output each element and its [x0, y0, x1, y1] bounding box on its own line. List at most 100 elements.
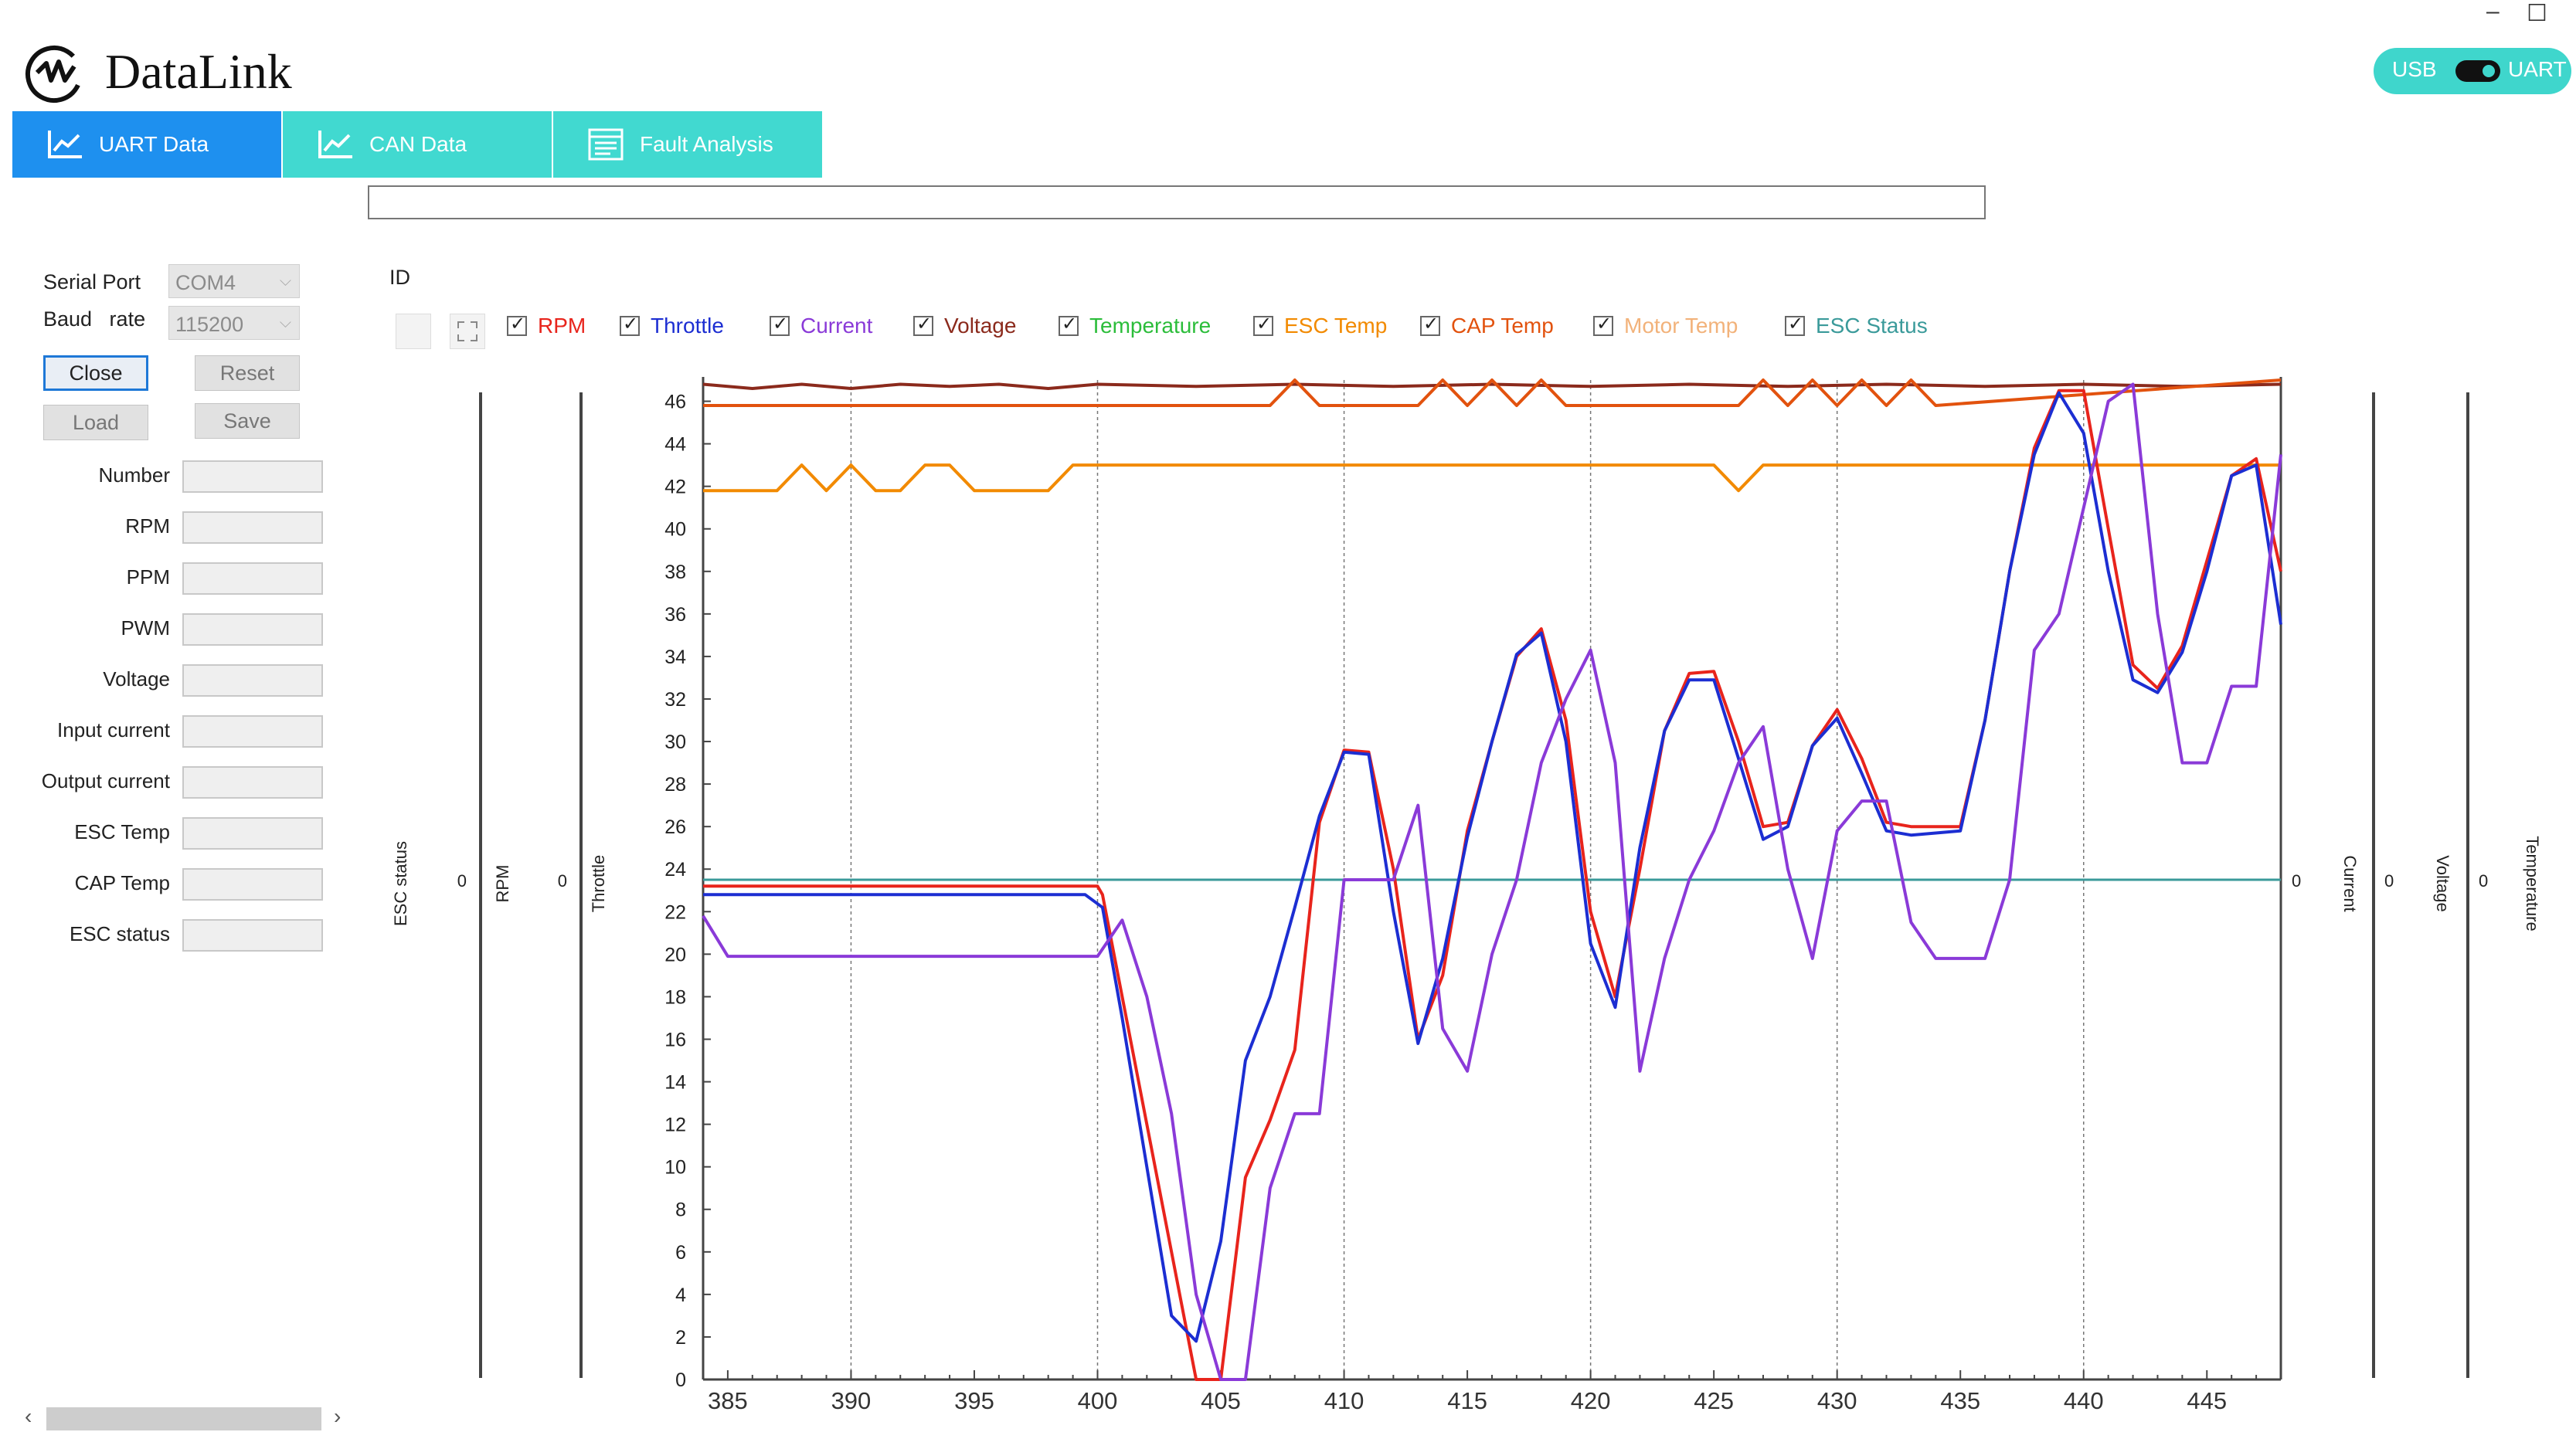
x-tick-label: 430	[1817, 1387, 1857, 1414]
load-button[interactable]: Load	[43, 405, 148, 440]
y-tick-label: 4	[675, 1284, 686, 1306]
checkbox-icon[interactable]	[1420, 313, 1440, 336]
legend-label-voltage: Voltage	[944, 314, 1017, 338]
output-current-field	[182, 766, 323, 799]
ppm-field	[182, 562, 323, 595]
legend-item-cap-temp[interactable]: CAP Temp	[1420, 313, 1554, 338]
chart-icon	[318, 131, 352, 158]
voltage-field	[182, 664, 323, 697]
legend-label-current: Current	[800, 314, 873, 338]
tab-label: UART Data	[99, 132, 209, 156]
cap-temp-field	[182, 868, 323, 901]
pwm-field	[182, 613, 323, 646]
tab-can-data[interactable]: CAN Data	[283, 111, 552, 178]
x-tick-label: 405	[1201, 1387, 1241, 1414]
y-tick-label: 16	[664, 1029, 686, 1050]
checkbox-icon[interactable]	[1059, 313, 1079, 336]
y-tick-label: 38	[664, 562, 686, 583]
esc-temp-field	[182, 817, 323, 850]
axis-label-current: Current	[2340, 855, 2360, 911]
y-tick-label: 10	[664, 1157, 686, 1179]
y-tick-label: 12	[664, 1115, 686, 1136]
legend-item-rpm[interactable]: RPM	[507, 313, 586, 338]
scrollbar-thumb[interactable]	[46, 1407, 321, 1430]
close-button[interactable]: Close	[43, 355, 148, 391]
axis-zero-temperature: 0	[2479, 871, 2488, 891]
field-label-number: Number	[98, 463, 170, 487]
chevron-down-icon: ⌵	[279, 314, 291, 331]
y-tick-label: 34	[664, 646, 686, 668]
y-tick-label: 26	[664, 816, 686, 838]
checkbox-icon[interactable]	[1253, 313, 1273, 336]
series-line-rpm	[703, 389, 2282, 1381]
serial-port-value: COM4	[175, 271, 236, 294]
y-tick-label: 20	[664, 944, 686, 965]
checkbox-icon[interactable]	[770, 313, 790, 336]
scroll-right-icon[interactable]: ›	[334, 1404, 342, 1428]
y-tick-label: 46	[664, 392, 686, 413]
checkbox-icon[interactable]	[1785, 313, 1805, 336]
chart-blank-button[interactable]	[396, 314, 431, 349]
y-tick-label: 8	[675, 1200, 686, 1221]
field-label-esc-status: ESC status	[69, 922, 170, 945]
y-tick-label: 14	[664, 1072, 686, 1094]
report-icon	[588, 128, 624, 161]
y-tick-label: 0	[675, 1369, 686, 1391]
legend-item-voltage[interactable]: Voltage	[913, 313, 1017, 338]
series-line-cap-temp	[703, 378, 2282, 407]
rpm-field	[182, 511, 323, 544]
checkbox-icon[interactable]	[620, 313, 640, 336]
x-tick-label: 445	[2187, 1387, 2227, 1414]
horizontal-scrollbar[interactable]: ‹ ›	[19, 1404, 355, 1434]
legend-item-esc-status[interactable]: ESC Status	[1785, 313, 1928, 338]
scroll-left-icon[interactable]: ‹	[25, 1404, 32, 1428]
datalink-logo-icon	[25, 46, 83, 103]
axis-label-voltage: Voltage	[2433, 855, 2452, 911]
field-label-rpm: RPM	[125, 514, 170, 538]
legend-item-throttle[interactable]: Throttle	[620, 313, 724, 338]
minimize-button[interactable]: –	[2486, 0, 2500, 24]
axis-zero-esc-status: 0	[457, 871, 467, 891]
tab-fault-analysis[interactable]: Fault Analysis	[553, 111, 822, 178]
app-title: DataLink	[105, 44, 292, 99]
legend-item-motor-temp[interactable]: Motor Temp	[1593, 313, 1738, 338]
toggle-knob[interactable]	[2455, 60, 2500, 82]
field-label-output-current: Output current	[41, 769, 170, 792]
id-label: ID	[389, 266, 410, 289]
maximize-button[interactable]: ☐	[2527, 1, 2547, 26]
field-label-esc-temp: ESC Temp	[74, 820, 170, 843]
legend-label-throttle: Throttle	[651, 314, 724, 338]
baud-rate-label: Baud rate	[43, 307, 146, 331]
toggle-label-usb: USB	[2392, 57, 2437, 81]
id-filter-input[interactable]	[368, 185, 1986, 219]
axis-zero-current: 0	[2292, 871, 2301, 891]
checkbox-icon[interactable]	[507, 313, 527, 336]
checkbox-icon[interactable]	[1593, 313, 1613, 336]
reset-button[interactable]: Reset	[195, 355, 300, 391]
x-tick-label: 425	[1694, 1387, 1734, 1414]
fullscreen-button[interactable]	[450, 314, 485, 349]
baud-rate-select[interactable]: 115200 ⌵	[168, 306, 300, 340]
y-tick-label: 30	[664, 731, 686, 753]
fullscreen-icon	[457, 321, 477, 341]
x-tick-label: 400	[1078, 1387, 1118, 1414]
axis-label-throttle: Throttle	[589, 855, 608, 913]
save-button[interactable]: Save	[195, 403, 300, 439]
legend-label-motor-temp: Motor Temp	[1624, 314, 1738, 338]
y-tick-label: 32	[664, 689, 686, 711]
series-line-esc-temp	[703, 463, 2281, 493]
y-tick-label: 22	[664, 901, 686, 923]
checkbox-icon[interactable]	[913, 313, 933, 336]
field-label-input-current: Input current	[57, 718, 170, 741]
legend-item-current[interactable]: Current	[770, 313, 873, 338]
tab-label: Fault Analysis	[640, 132, 773, 156]
serial-port-select[interactable]: COM4 ⌵	[168, 264, 300, 298]
field-label-cap-temp: CAP Temp	[74, 871, 170, 894]
tab-label: CAN Data	[369, 132, 467, 156]
usb-uart-toggle[interactable]: USB UART	[2374, 48, 2571, 94]
legend-item-temperature[interactable]: Temperature	[1059, 313, 1211, 338]
legend-item-esc-temp[interactable]: ESC Temp	[1253, 313, 1387, 338]
tab-uart-data[interactable]: UART Data	[12, 111, 281, 178]
